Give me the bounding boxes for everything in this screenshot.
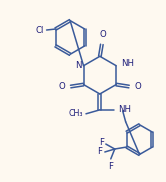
Text: Cl: Cl	[35, 25, 44, 35]
Text: O: O	[59, 82, 66, 91]
Text: O: O	[99, 30, 106, 39]
Text: F: F	[99, 138, 104, 147]
Text: NH: NH	[118, 105, 131, 114]
Text: O: O	[134, 82, 141, 91]
Text: F: F	[97, 147, 102, 157]
Text: CH₃: CH₃	[69, 109, 83, 118]
Text: F: F	[108, 162, 113, 171]
Text: N: N	[75, 61, 82, 70]
Text: NH: NH	[121, 59, 134, 68]
